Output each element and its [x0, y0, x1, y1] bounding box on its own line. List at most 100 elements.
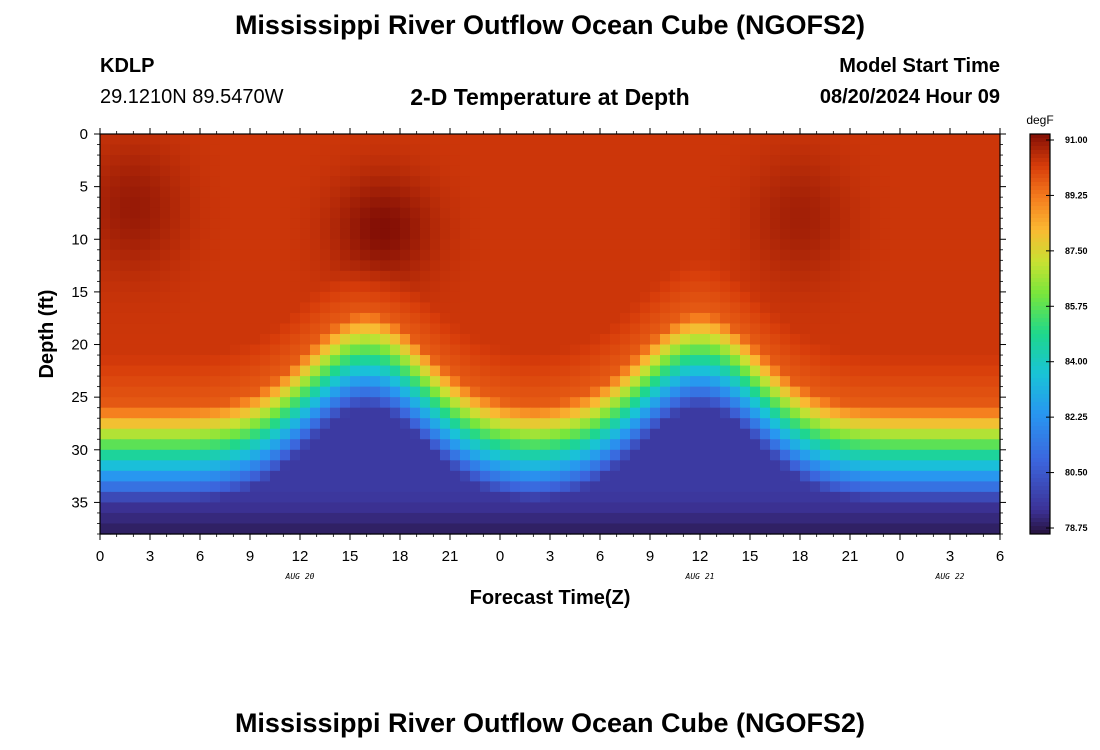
heat-cell — [820, 176, 831, 188]
heat-cell — [740, 312, 751, 325]
heat-cell — [800, 291, 811, 304]
heat-cell — [320, 512, 331, 525]
heat-cell — [660, 218, 671, 230]
heat-cell — [770, 512, 781, 525]
heat-cell — [150, 418, 161, 430]
heat-cell — [340, 197, 351, 209]
heat-cell — [280, 144, 291, 156]
heat-cell — [750, 449, 761, 461]
heat-cell — [610, 165, 621, 177]
heat-cell — [280, 165, 291, 177]
heat-cell — [700, 186, 711, 198]
heat-cell — [760, 302, 771, 314]
heat-cell — [380, 249, 391, 261]
heat-cell — [200, 523, 211, 535]
heat-cell — [680, 312, 691, 325]
heat-cell — [950, 386, 961, 398]
heat-cell — [660, 470, 671, 482]
heat-cell — [340, 186, 351, 198]
heat-cell — [170, 512, 181, 525]
heat-cell — [140, 460, 151, 472]
heat-cell — [120, 197, 131, 209]
heat-cell — [640, 312, 651, 325]
heat-cell — [570, 334, 581, 346]
heat-cell — [300, 502, 311, 514]
heat-cell — [690, 407, 701, 419]
heat-cell — [120, 186, 131, 198]
heat-cell — [320, 207, 331, 219]
heat-cell — [250, 386, 261, 398]
heat-cell — [650, 144, 661, 156]
heat-cell — [310, 502, 321, 514]
heat-cell — [880, 165, 891, 177]
heat-cell — [600, 449, 611, 461]
heat-cell — [930, 291, 941, 304]
heat-cell — [240, 418, 251, 430]
heat-cell — [190, 144, 201, 156]
heat-cell — [290, 386, 301, 398]
heat-cell — [150, 281, 161, 293]
heat-cell — [800, 460, 811, 472]
heat-cell — [960, 376, 971, 388]
heat-cell — [470, 523, 481, 535]
heat-cell — [540, 460, 551, 472]
heat-cell — [600, 207, 611, 219]
heat-cell — [270, 334, 281, 346]
heat-cell — [450, 176, 461, 188]
heat-cell — [410, 470, 421, 482]
heat-cell — [810, 355, 821, 367]
heat-cell — [340, 460, 351, 472]
heat-cell — [850, 512, 861, 525]
heat-cell — [980, 523, 991, 535]
heat-cell — [480, 418, 491, 430]
heat-cell — [450, 228, 461, 240]
heat-cell — [700, 312, 711, 325]
heat-cell — [850, 239, 861, 251]
heat-cell — [160, 428, 171, 440]
heat-cell — [280, 249, 291, 261]
heat-cell — [660, 302, 671, 314]
heat-cell — [310, 407, 321, 419]
heat-cell — [770, 502, 781, 514]
heat-cell — [500, 228, 511, 240]
heat-cell — [150, 228, 161, 240]
heat-cell — [970, 481, 981, 493]
heat-cell — [460, 228, 471, 240]
heat-cell — [990, 228, 1001, 240]
heat-cell — [650, 302, 661, 314]
heat-cell — [200, 418, 211, 430]
heat-cell — [770, 176, 781, 188]
heat-cell — [670, 155, 681, 167]
heat-cell — [360, 344, 371, 356]
heat-cell — [630, 418, 641, 430]
heat-cell — [410, 418, 421, 430]
heat-cell — [290, 302, 301, 314]
heat-cell — [540, 228, 551, 240]
heat-cell — [950, 407, 961, 419]
heat-cell — [360, 449, 371, 461]
heat-cell — [270, 502, 281, 514]
heat-cell — [780, 260, 791, 272]
heat-cell — [990, 365, 1001, 377]
heat-cell — [530, 197, 541, 209]
heat-cell — [270, 344, 281, 356]
heat-cell — [270, 491, 281, 504]
heat-cell — [990, 502, 1001, 514]
heat-cell — [660, 491, 671, 504]
heat-cell — [350, 460, 361, 472]
heat-cell — [770, 449, 781, 461]
heat-cell — [480, 281, 491, 293]
heat-cell — [400, 491, 411, 504]
heat-cell — [790, 197, 801, 209]
heat-cell — [230, 386, 241, 398]
heat-cell — [190, 291, 201, 304]
heat-cell — [790, 397, 801, 409]
heat-cell — [550, 302, 561, 314]
heat-cell — [750, 428, 761, 440]
heat-cell — [890, 502, 901, 514]
heatmap-cells — [100, 134, 1001, 535]
heat-cell — [480, 207, 491, 219]
heat-cell — [620, 491, 631, 504]
heat-cell — [930, 134, 941, 146]
